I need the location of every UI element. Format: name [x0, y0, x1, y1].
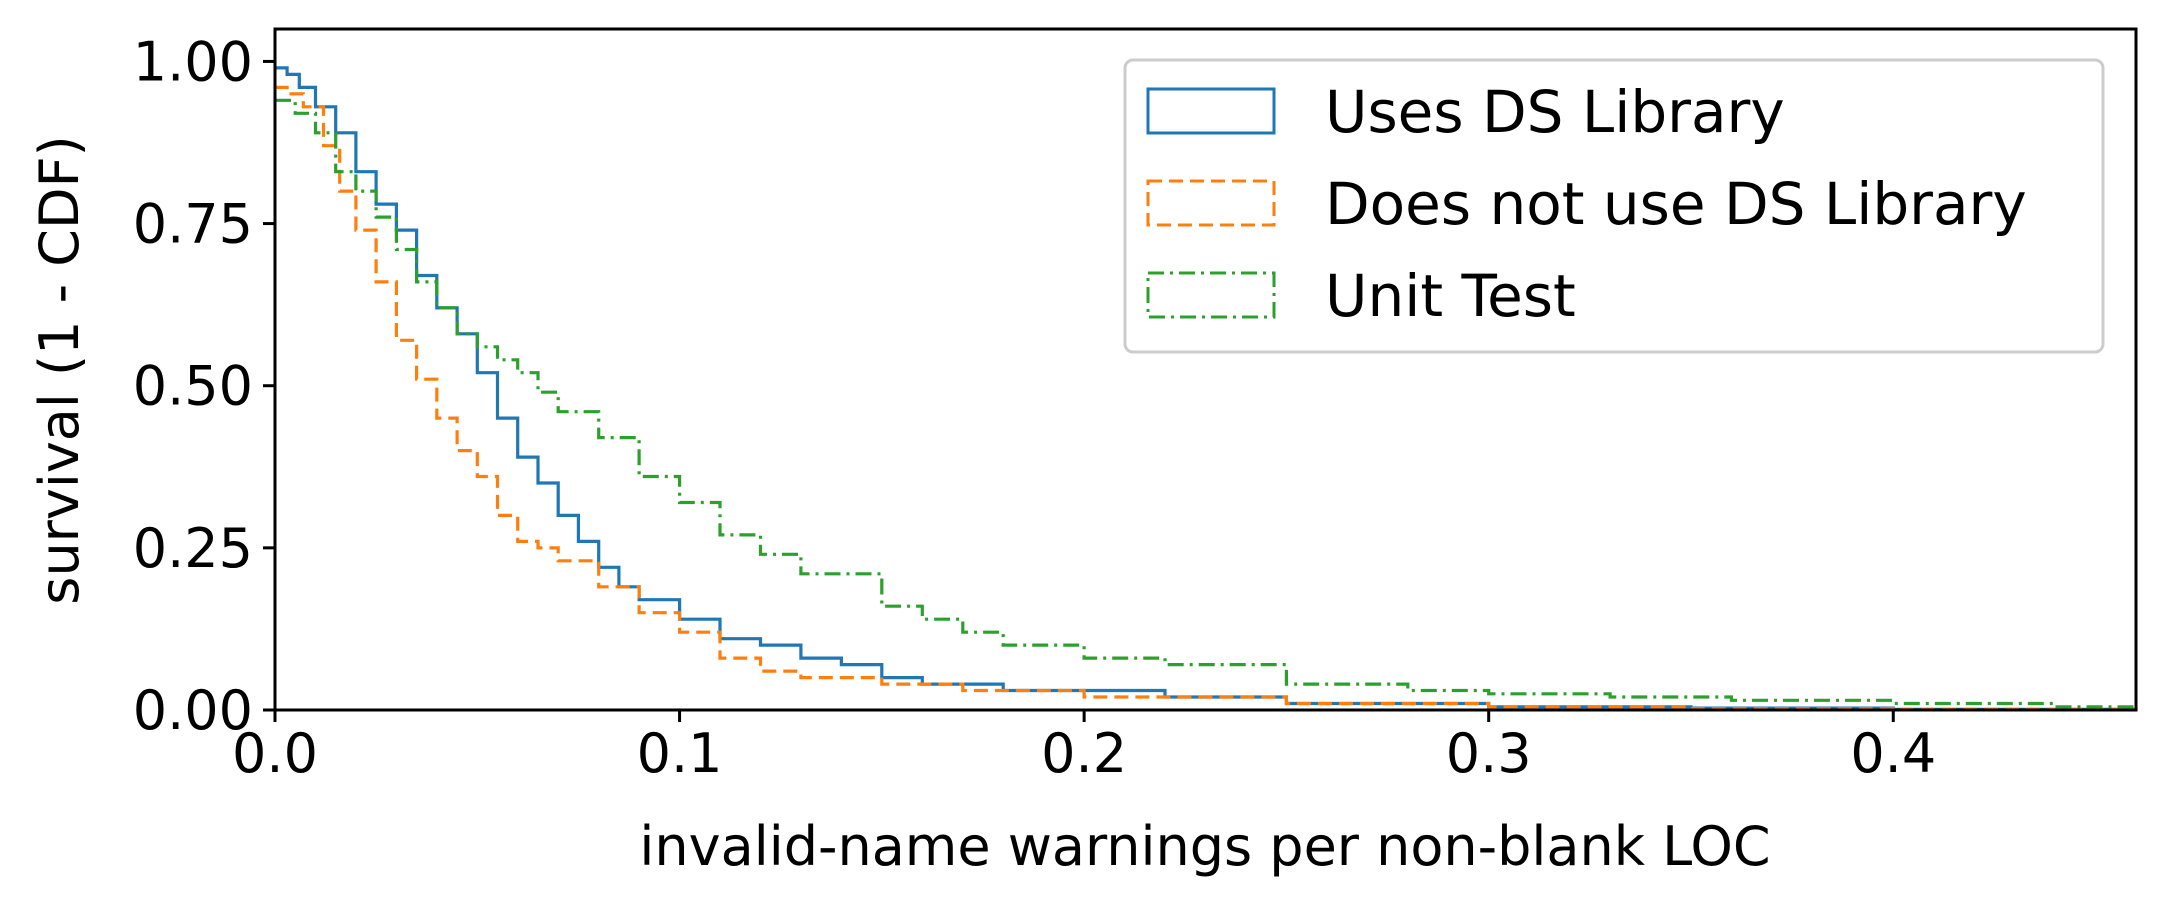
y-axis-ticks: 0.00 0.25 0.50 0.75 1.00 [133, 30, 275, 742]
x-tick-label: 0.4 [1850, 722, 1936, 785]
x-axis-ticks: 0.0 0.1 0.2 0.3 0.4 [232, 710, 1936, 785]
y-tick-label: 1.00 [133, 30, 253, 93]
legend-entries: Uses DS Library Does not use DS Library Un… [1146, 78, 2027, 330]
x-tick-label: 0.3 [1446, 722, 1532, 785]
y-tick-label: 0.50 [133, 355, 253, 418]
legend-label: Unit Test [1325, 262, 1576, 330]
legend-label: Uses DS Library [1325, 78, 1785, 146]
series-layer [275, 66, 2138, 711]
series-line-2 [275, 98, 2138, 709]
legend-swatch [1146, 271, 1276, 319]
legend-box [1123, 58, 2105, 354]
legend-label: Does not use DS Library [1325, 170, 2027, 238]
y-tick-label: 0.25 [133, 517, 253, 580]
x-tick-label: 0.0 [232, 722, 318, 785]
series-line-0 [275, 66, 2138, 711]
y-tick-label: 0.75 [133, 193, 253, 256]
x-tick-label: 0.2 [1041, 722, 1127, 785]
legend: Uses DS Library Does not use DS Library Un… [1123, 58, 2105, 354]
x-tick-label: 0.1 [637, 722, 723, 785]
y-axis-label: survival (1 - CDF) [28, 135, 91, 604]
series-line-1 [275, 85, 2138, 711]
y-tick-label: 0.00 [133, 679, 253, 742]
plot-frame [273, 27, 2138, 712]
x-axis-label: invalid-name warnings per non-blank LOC [639, 815, 1770, 878]
legend-swatch [1146, 179, 1276, 227]
legend-swatch [1146, 87, 1276, 135]
